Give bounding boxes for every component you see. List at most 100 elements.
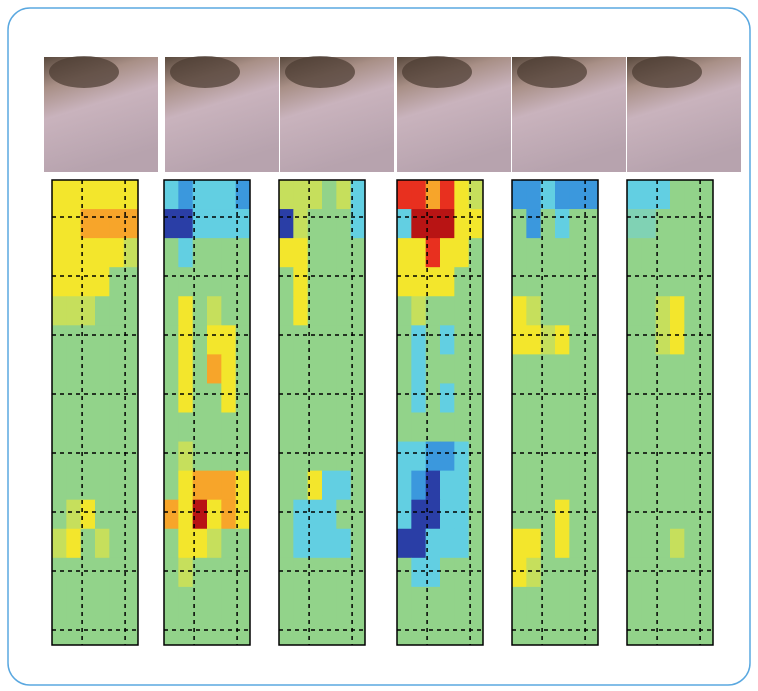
heat-cell xyxy=(279,354,294,384)
heat-cell xyxy=(178,529,193,559)
heat-cell xyxy=(469,383,484,413)
heat-cell xyxy=(236,267,251,297)
heat-cell xyxy=(207,413,222,443)
heat-cell xyxy=(351,325,366,355)
heat-cell xyxy=(684,471,699,501)
heat-cell xyxy=(207,296,222,326)
heat-cell xyxy=(469,238,484,268)
heat-cell xyxy=(293,325,308,355)
heat-cell xyxy=(164,471,179,501)
heat-cell xyxy=(440,296,455,326)
heat-cell xyxy=(193,587,208,617)
heat-cell xyxy=(279,325,294,355)
heat-cell xyxy=(109,325,124,355)
heat-cell xyxy=(454,442,469,472)
heat-cell xyxy=(699,296,714,326)
heat-cell xyxy=(279,267,294,297)
heat-cell xyxy=(322,500,337,530)
heat-cell xyxy=(526,442,541,472)
heat-cell xyxy=(308,471,323,501)
heat-cell xyxy=(178,180,193,210)
heat-cell xyxy=(397,383,412,413)
heat-cell xyxy=(193,180,208,210)
heat-cell xyxy=(293,587,308,617)
heat-cell xyxy=(221,413,236,443)
heat-cell xyxy=(207,354,222,384)
heat-cell xyxy=(699,442,714,472)
heat-cell xyxy=(109,529,124,559)
heat-cell xyxy=(656,180,671,210)
heat-cell xyxy=(52,209,67,239)
heat-cell xyxy=(109,354,124,384)
heat-cell xyxy=(426,413,441,443)
heat-cell xyxy=(351,209,366,239)
heat-cell xyxy=(641,413,656,443)
heat-cell xyxy=(454,180,469,210)
heat-cell xyxy=(336,558,351,588)
heat-cell xyxy=(426,238,441,268)
heat-cell xyxy=(178,413,193,443)
heat-cell xyxy=(440,267,455,297)
heat-cell xyxy=(584,413,599,443)
heat-cell xyxy=(569,383,584,413)
heat-cell xyxy=(279,413,294,443)
heat-cell xyxy=(207,587,222,617)
heat-cell xyxy=(469,296,484,326)
heat-cell xyxy=(555,587,570,617)
heat-cell xyxy=(569,413,584,443)
heat-cell xyxy=(569,180,584,210)
heat-cell xyxy=(207,238,222,268)
heat-cell xyxy=(627,413,642,443)
heat-cell xyxy=(426,471,441,501)
heat-cell xyxy=(351,180,366,210)
heat-cell xyxy=(397,442,412,472)
heat-cell xyxy=(569,354,584,384)
heat-cell xyxy=(699,267,714,297)
heat-cell xyxy=(336,267,351,297)
heat-cell xyxy=(569,442,584,472)
heat-cell xyxy=(627,500,642,530)
heat-cell xyxy=(555,267,570,297)
heat-cell xyxy=(308,325,323,355)
heat-cell xyxy=(279,209,294,239)
heat-cell xyxy=(279,383,294,413)
photo-shadow xyxy=(49,56,119,88)
heat-cell xyxy=(469,587,484,617)
heat-cell xyxy=(193,442,208,472)
heat-cell xyxy=(512,238,527,268)
heat-cell xyxy=(178,500,193,530)
heat-cell xyxy=(627,529,642,559)
heat-cell xyxy=(555,413,570,443)
heat-cell xyxy=(670,442,685,472)
heat-cell xyxy=(440,471,455,501)
heat-cell xyxy=(584,587,599,617)
heat-cell xyxy=(584,180,599,210)
photo-shadow xyxy=(170,56,240,88)
heat-cell xyxy=(541,413,556,443)
heat-cell xyxy=(641,529,656,559)
heat-cell xyxy=(207,180,222,210)
heat-cell xyxy=(684,238,699,268)
heat-cell xyxy=(512,500,527,530)
heat-cell xyxy=(351,383,366,413)
heat-cell xyxy=(336,238,351,268)
heat-cell xyxy=(627,558,642,588)
heat-cell xyxy=(52,442,67,472)
heat-cell xyxy=(397,354,412,384)
heat-cell xyxy=(207,500,222,530)
heat-cell xyxy=(193,238,208,268)
heat-cell xyxy=(81,180,96,210)
heat-cell xyxy=(81,413,96,443)
heat-cell xyxy=(221,296,236,326)
heat-cell xyxy=(684,209,699,239)
heat-cell xyxy=(555,471,570,501)
heat-cell xyxy=(322,296,337,326)
heat-cell xyxy=(236,180,251,210)
heat-cell xyxy=(454,529,469,559)
heat-cell xyxy=(469,325,484,355)
heat-cell xyxy=(699,500,714,530)
heat-cell xyxy=(66,238,81,268)
heat-cell xyxy=(411,325,426,355)
heat-cell xyxy=(584,325,599,355)
heat-cell xyxy=(193,500,208,530)
